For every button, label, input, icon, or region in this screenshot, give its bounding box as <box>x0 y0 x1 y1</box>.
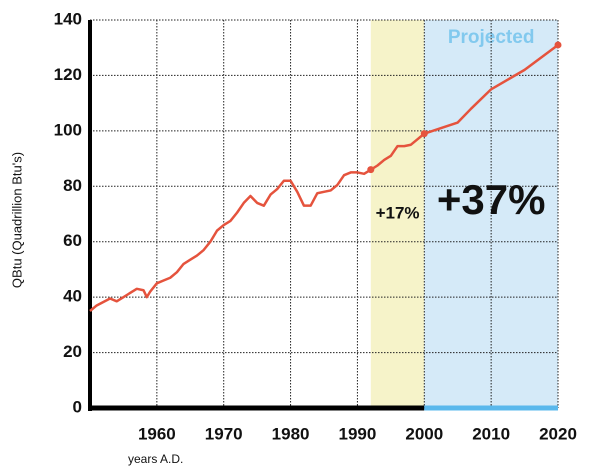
data-point <box>420 130 428 138</box>
annotation: +37% <box>437 176 546 223</box>
y-tick-label: 40 <box>63 287 82 306</box>
shaded-region <box>370 20 425 408</box>
y-tick-label: 80 <box>63 176 82 195</box>
data-point <box>367 166 375 174</box>
x-tick-label: 2020 <box>539 424 577 443</box>
region-label: Projected <box>448 27 535 48</box>
shaded-region <box>424 20 558 408</box>
y-tick-label: 20 <box>63 342 82 361</box>
data-line <box>89 43 559 312</box>
y-tick-label: 0 <box>73 397 82 416</box>
y-tick-label: 120 <box>54 65 82 84</box>
x-tick-label: 1970 <box>205 424 243 443</box>
data-point <box>554 41 562 49</box>
x-tick-label: 2010 <box>472 424 510 443</box>
x-axis-label: years A.D. <box>128 452 183 466</box>
y-axis-label: QBtu (Quadrillion Btu's) <box>9 152 24 288</box>
y-tick-label: 100 <box>54 120 82 139</box>
y-tick-label: 60 <box>63 231 82 250</box>
y-tick-label: 140 <box>54 9 82 28</box>
x-tick-label: 1980 <box>272 424 310 443</box>
annotation: +17% <box>376 203 420 222</box>
x-tick-label: 1960 <box>138 424 176 443</box>
x-tick-label: 2000 <box>405 424 443 443</box>
x-tick-label: 1990 <box>339 424 377 443</box>
